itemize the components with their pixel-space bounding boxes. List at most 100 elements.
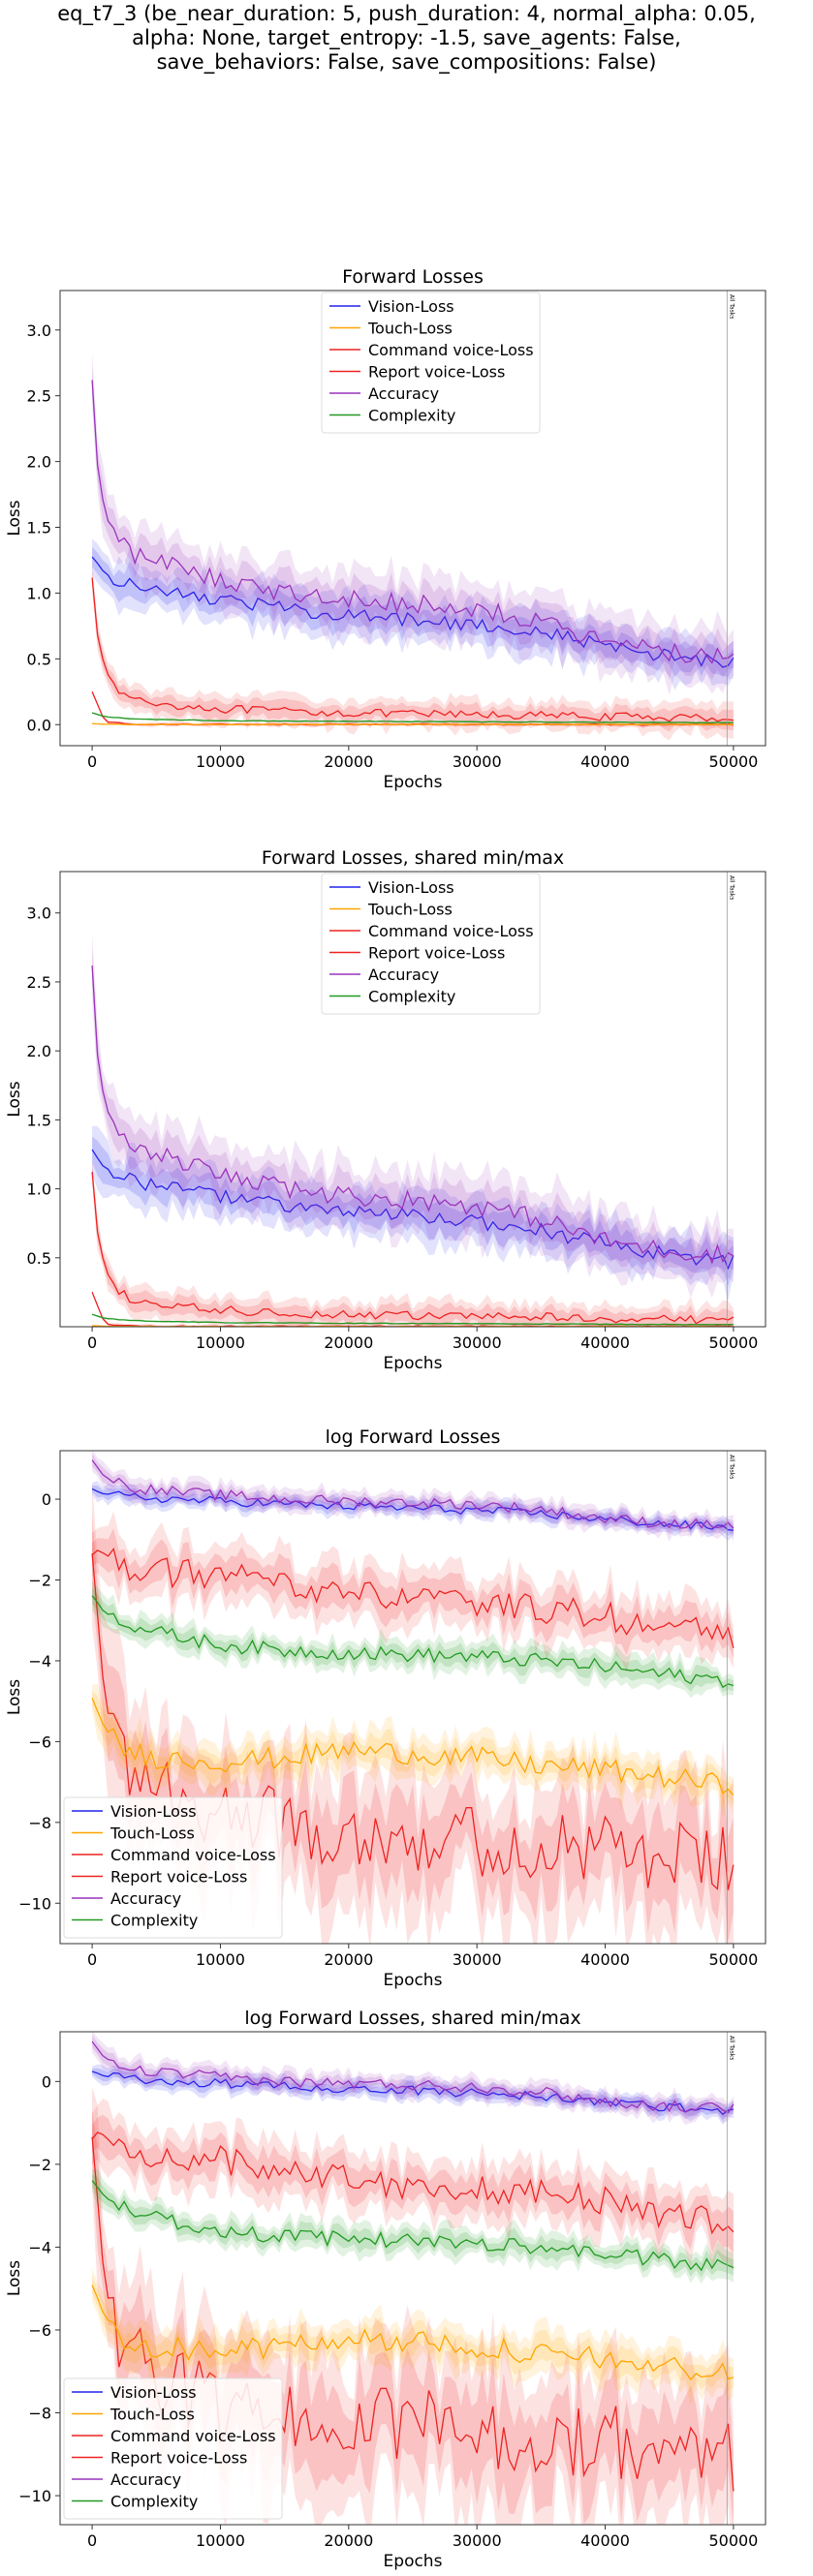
y-axis-label: Loss [5,1081,24,1117]
y-tick-label: −4 [28,2238,51,2256]
legend-label-complexity: Complexity [368,988,455,1006]
x-tick-label: 0 [87,2531,97,2550]
y-axis-label: Loss [5,500,24,536]
axes-frame [59,1450,766,1945]
vision-loss-line [91,556,735,668]
x-tick-label: 50000 [708,2531,758,2550]
x-tick-label: 30000 [453,1334,502,1352]
touch-loss-line [91,1698,735,1796]
y-tick-label: −8 [28,1814,51,1832]
legend-label-report-voice-loss: Report voice-Loss [110,2449,247,2468]
y-tick-label: 0 [42,2072,51,2091]
legend-label-command-voice-loss: Command voice-Loss [110,1846,276,1864]
complexity-line [91,1595,735,1689]
accuracy-band-inner [92,2035,734,2120]
legend-label-complexity: Complexity [368,407,455,425]
y-tick-label: −10 [18,2487,51,2505]
command-voice-loss-line [91,2131,735,2235]
vision-loss-band-inner [92,546,734,677]
complexity-line [91,1313,734,1326]
complexity-line [91,712,734,723]
vision-loss-band-outer [92,538,734,690]
legend-box [321,873,541,1015]
y-tick-label: 3.0 [27,322,51,340]
y-tick-label: 0.5 [27,650,51,668]
complexity-line [91,2180,735,2272]
legend-label-command-voice-loss: Command voice-Loss [368,341,534,359]
plot-area [91,352,735,741]
legend-label-vision-loss: Vision-Loss [110,1802,197,1821]
y-tick-label: −2 [28,2156,51,2174]
report-voice-loss-line [91,2136,735,2492]
report-voice-loss-band-outer [92,690,734,728]
task-divider-label: All Tasks [728,875,735,900]
y-tick-label: −2 [28,1572,51,1590]
legend-label-touch-loss: Touch-Loss [367,320,453,338]
y-tick-label: 2.5 [27,973,51,992]
complexity-band-outer [92,1580,734,1699]
legend-label-vision-loss: Vision-Loss [368,878,454,897]
legend-label-vision-loss: Vision-Loss [110,2383,197,2402]
vision-loss-band-inner [92,1136,734,1287]
vision-loss-band-inner [92,1485,734,1536]
accuracy-band-outer [92,352,734,695]
x-axis-label: Epochs [384,1354,443,1373]
x-tick-label: 0 [87,1950,97,1969]
chart-title: log Forward Losses [326,1426,501,1448]
forward-losses-chart: Forward Losses All Tasks 0 10000 20000 30000 4… [5,266,766,792]
x-tick-label: 10000 [196,1334,245,1352]
x-tick-label: 50000 [708,1334,758,1352]
legend: Vision-Loss Touch-Loss Command voice-Loss R… [63,2377,283,2520]
task-divider-label: All Tasks [728,1455,735,1479]
axes-frame [59,2031,766,2526]
accuracy-line [91,380,735,664]
legend-label-touch-loss: Touch-Loss [109,2406,195,2424]
y-tick-label: 2.0 [27,1042,51,1060]
legend-box [63,2377,283,2520]
accuracy-line [91,2040,735,2114]
legend: Vision-Loss Touch-Loss Command voice-Loss R… [63,1796,283,1939]
legend-box [63,1796,283,1939]
accuracy-band-outer [92,933,734,1299]
legend-label-vision-loss: Vision-Loss [368,297,454,316]
y-axis-label: Loss [5,2260,24,2296]
suptitle-line-2: alpha: None, target_entropy: -1.5, save_… [132,26,681,49]
chart-title: log Forward Losses, shared min/max [244,2008,580,2029]
accuracy-band-inner [92,364,734,680]
touch-loss-band-inner [92,2276,734,2395]
legend-label-accuracy: Accuracy [110,2470,181,2489]
y-axis-label: Loss [5,1679,24,1715]
suptitle-line-3: save_behaviors: False, save_compositions… [156,50,657,74]
legend-label-command-voice-loss: Command voice-Loss [368,922,534,940]
y-tick-label: −4 [28,1652,51,1671]
task-divider-label: All Tasks [728,2036,735,2060]
accuracy-band-inner [92,1454,734,1536]
axes-frame [59,871,766,1328]
forward-losses-shared-chart: Forward Losses, shared min/max All Tasks 0… [5,847,766,1373]
command-voice-loss-band-outer [92,564,734,741]
command-voice-loss-line [91,1548,735,1648]
command-voice-loss-line [91,1172,735,1325]
legend: Vision-Loss Touch-Loss Command voice-Loss R… [321,873,541,1015]
legend: Vision-Loss Touch-Loss Command voice-Loss R… [321,291,541,434]
y-tick-label: 0 [42,1490,51,1509]
y-tick-label: 1.0 [27,1181,51,1199]
legend-label-command-voice-loss: Command voice-Loss [110,2427,276,2445]
legend-label-touch-loss: Touch-Loss [109,1825,195,1843]
touch-loss-line [92,722,734,726]
legend-label-complexity: Complexity [110,2493,198,2511]
command-voice-loss-band-inner [92,1165,734,1327]
chart-title: Forward Losses [342,266,484,288]
x-tick-label: 30000 [453,752,502,771]
x-axis-label: Epochs [384,2552,443,2571]
x-tick-label: 30000 [453,1950,502,1969]
accuracy-line [91,965,735,1265]
suptitle-line-1: eq_t7_3 (be_near_duration: 5, push_durat… [57,2,756,25]
x-tick-label: 10000 [196,752,245,771]
touch-loss-line [91,2285,735,2381]
x-tick-label: 40000 [580,752,630,771]
legend-label-report-voice-loss: Report voice-Loss [368,944,505,963]
x-tick-label: 20000 [324,752,373,771]
x-tick-label: 10000 [196,1950,245,1969]
complexity-band-inner [92,2174,734,2278]
